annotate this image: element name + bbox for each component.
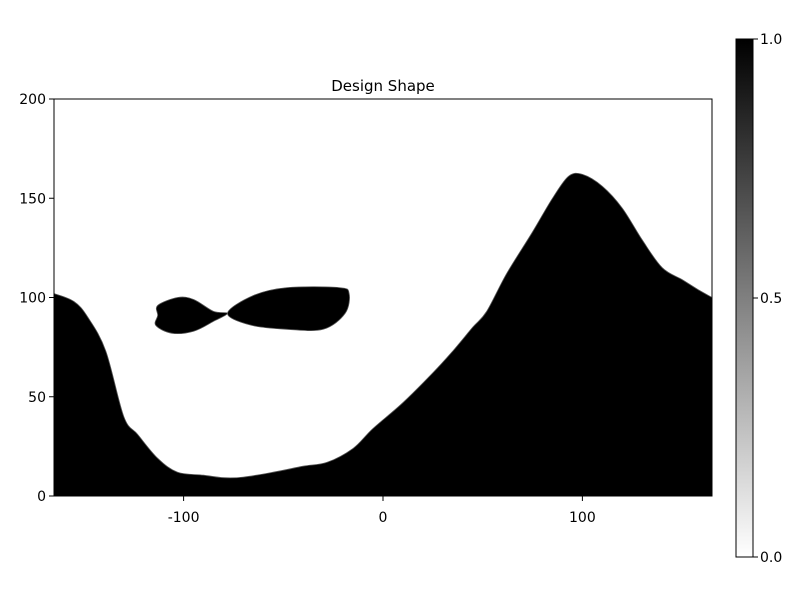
colorbar-tick-label: 0.0 <box>760 550 782 566</box>
chart-title: Design Shape <box>331 77 435 95</box>
region-floating-hole-right <box>227 286 350 332</box>
colorbar-tick-label: 0.5 <box>760 291 782 307</box>
colorbar-tick-label: 1.0 <box>760 32 782 48</box>
x-tick-label: -100 <box>168 510 200 526</box>
y-tick-label: 200 <box>19 92 46 108</box>
colorbar-gradient <box>735 38 754 558</box>
colorbar: 0.0 0.5 1.0 <box>735 32 782 566</box>
colorbar-ticks: 0.0 0.5 1.0 <box>753 32 782 566</box>
region-ground <box>53 172 713 497</box>
design-regions <box>53 172 713 497</box>
y-tick-label: 0 <box>37 489 46 505</box>
x-axis: -100 0 100 <box>168 496 596 526</box>
y-tick-label: 100 <box>19 291 46 307</box>
y-tick-label: 50 <box>28 390 46 406</box>
x-tick-label: 0 <box>379 510 388 526</box>
region-floating-hole-left <box>154 296 228 334</box>
x-tick-label: 100 <box>569 510 596 526</box>
y-axis: 0 50 100 150 200 <box>19 92 54 505</box>
plot-area <box>53 98 713 497</box>
y-tick-label: 150 <box>19 191 46 207</box>
